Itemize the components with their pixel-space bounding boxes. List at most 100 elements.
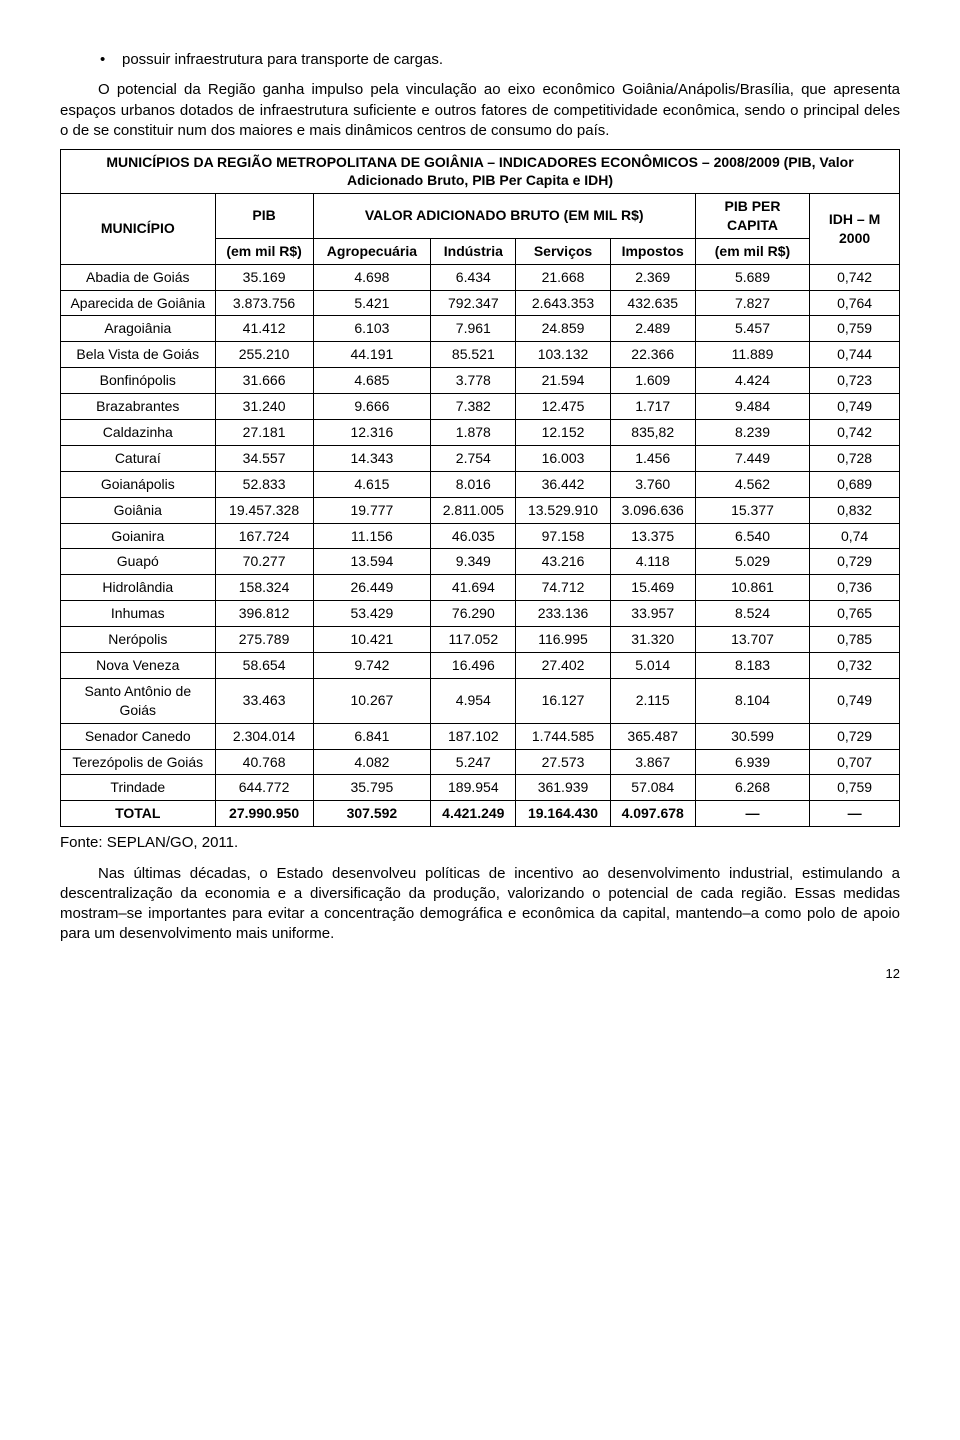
cell-value: 835,82 [610, 420, 695, 446]
table-row: Caldazinha27.18112.3161.87812.152835,828… [61, 420, 900, 446]
cell-value: 0,729 [810, 723, 900, 749]
cell-value: 233.136 [516, 601, 610, 627]
paragraph-1: O potencial da Região ganha impulso pela… [60, 80, 900, 141]
cell-value: 85.521 [431, 342, 516, 368]
cell-value: 1.878 [431, 420, 516, 446]
cell-value: 7.449 [695, 445, 809, 471]
cell-value: 10.421 [313, 627, 431, 653]
table-row: Santo Antônio de Goiás33.46310.2674.9541… [61, 678, 900, 723]
cell-value: 33.463 [215, 678, 313, 723]
cell-municipio: Trindade [61, 775, 216, 801]
cell-value: 7.382 [431, 394, 516, 420]
cell-value: 27.573 [516, 749, 610, 775]
cell-municipio: Terezópolis de Goiás [61, 749, 216, 775]
cell-municipio: Guapó [61, 549, 216, 575]
bullet-item: •possuir infraestrutura para transporte … [100, 50, 900, 70]
paragraph-2: Nas últimas décadas, o Estado desenvolve… [60, 864, 900, 945]
cell-value: 44.191 [313, 342, 431, 368]
cell-value: 41.412 [215, 316, 313, 342]
cell-value: 5.029 [695, 549, 809, 575]
col-vab: VALOR ADICIONADO BRUTO (EM MIL R$) [313, 194, 695, 239]
cell-value: 13.529.910 [516, 497, 610, 523]
cell-value: 4.615 [313, 471, 431, 497]
col-serv: Serviços [516, 238, 610, 264]
col-idh: IDH – M 2000 [810, 194, 900, 265]
cell-value: 2.754 [431, 445, 516, 471]
cell-value: 19.777 [313, 497, 431, 523]
cell-value: 31.666 [215, 368, 313, 394]
cell-value: 0,728 [810, 445, 900, 471]
cell-value: 27.181 [215, 420, 313, 446]
cell-value: 15.377 [695, 497, 809, 523]
cell-value: 0,765 [810, 601, 900, 627]
col-imp: Impostos [610, 238, 695, 264]
cell-value: 5.457 [695, 316, 809, 342]
col-emmil: (em mil R$) [215, 238, 313, 264]
cell-value: 3.778 [431, 368, 516, 394]
cell-value: 12.475 [516, 394, 610, 420]
table-total-row: TOTAL27.990.950307.5924.421.24919.164.43… [61, 801, 900, 827]
table-row: Goianápolis52.8334.6158.01636.4423.7604.… [61, 471, 900, 497]
cell-total-value: 4.421.249 [431, 801, 516, 827]
col-agro: Agropecuária [313, 238, 431, 264]
cell-value: 19.457.328 [215, 497, 313, 523]
cell-total-value: — [695, 801, 809, 827]
cell-value: 8.239 [695, 420, 809, 446]
table-row: Nova Veneza58.6549.74216.49627.4025.0148… [61, 653, 900, 679]
cell-value: 0,744 [810, 342, 900, 368]
cell-value: 31.240 [215, 394, 313, 420]
col-municipio: MUNICÍPIO [61, 194, 216, 265]
cell-value: 70.277 [215, 549, 313, 575]
cell-value: 0,732 [810, 653, 900, 679]
cell-value: 103.132 [516, 342, 610, 368]
cell-municipio: Aragoiânia [61, 316, 216, 342]
cell-value: 3.096.636 [610, 497, 695, 523]
cell-value: 6.540 [695, 523, 809, 549]
cell-value: 21.594 [516, 368, 610, 394]
table-row: Inhumas396.81253.42976.290233.13633.9578… [61, 601, 900, 627]
table-row: Brazabrantes31.2409.6667.38212.4751.7179… [61, 394, 900, 420]
cell-value: 0,764 [810, 290, 900, 316]
cell-value: 33.957 [610, 601, 695, 627]
cell-value: 644.772 [215, 775, 313, 801]
cell-municipio: Goiânia [61, 497, 216, 523]
table-row: Goiânia19.457.32819.7772.811.00513.529.9… [61, 497, 900, 523]
cell-value: 10.267 [313, 678, 431, 723]
cell-value: 7.961 [431, 316, 516, 342]
cell-value: 8.524 [695, 601, 809, 627]
table-row: Nerópolis275.78910.421117.052116.99531.3… [61, 627, 900, 653]
cell-value: 22.366 [610, 342, 695, 368]
cell-value: 4.685 [313, 368, 431, 394]
bullet-text: possuir infraestrutura para transporte d… [122, 51, 443, 68]
cell-value: 0,759 [810, 316, 900, 342]
cell-value: 0,785 [810, 627, 900, 653]
cell-value: 97.158 [516, 523, 610, 549]
cell-value: 16.003 [516, 445, 610, 471]
bullet-icon: • [100, 50, 122, 70]
cell-value: 1.609 [610, 368, 695, 394]
cell-municipio: Inhumas [61, 601, 216, 627]
cell-value: 15.469 [610, 575, 695, 601]
cell-value: 4.082 [313, 749, 431, 775]
cell-value: 7.827 [695, 290, 809, 316]
cell-value: 0,832 [810, 497, 900, 523]
cell-value: 6.841 [313, 723, 431, 749]
cell-value: 189.954 [431, 775, 516, 801]
cell-value: 116.995 [516, 627, 610, 653]
table-row: Abadia de Goiás35.1694.6986.43421.6682.3… [61, 264, 900, 290]
cell-municipio: Nova Veneza [61, 653, 216, 679]
cell-municipio: Hidrolândia [61, 575, 216, 601]
cell-municipio: Bela Vista de Goiás [61, 342, 216, 368]
cell-value: 35.795 [313, 775, 431, 801]
cell-value: 46.035 [431, 523, 516, 549]
cell-value: 21.668 [516, 264, 610, 290]
cell-value: 6.103 [313, 316, 431, 342]
cell-value: 8.104 [695, 678, 809, 723]
cell-value: 158.324 [215, 575, 313, 601]
cell-value: 396.812 [215, 601, 313, 627]
cell-value: 2.304.014 [215, 723, 313, 749]
cell-municipio: Goianira [61, 523, 216, 549]
cell-value: 0,742 [810, 264, 900, 290]
cell-value: 9.484 [695, 394, 809, 420]
cell-value: 13.375 [610, 523, 695, 549]
